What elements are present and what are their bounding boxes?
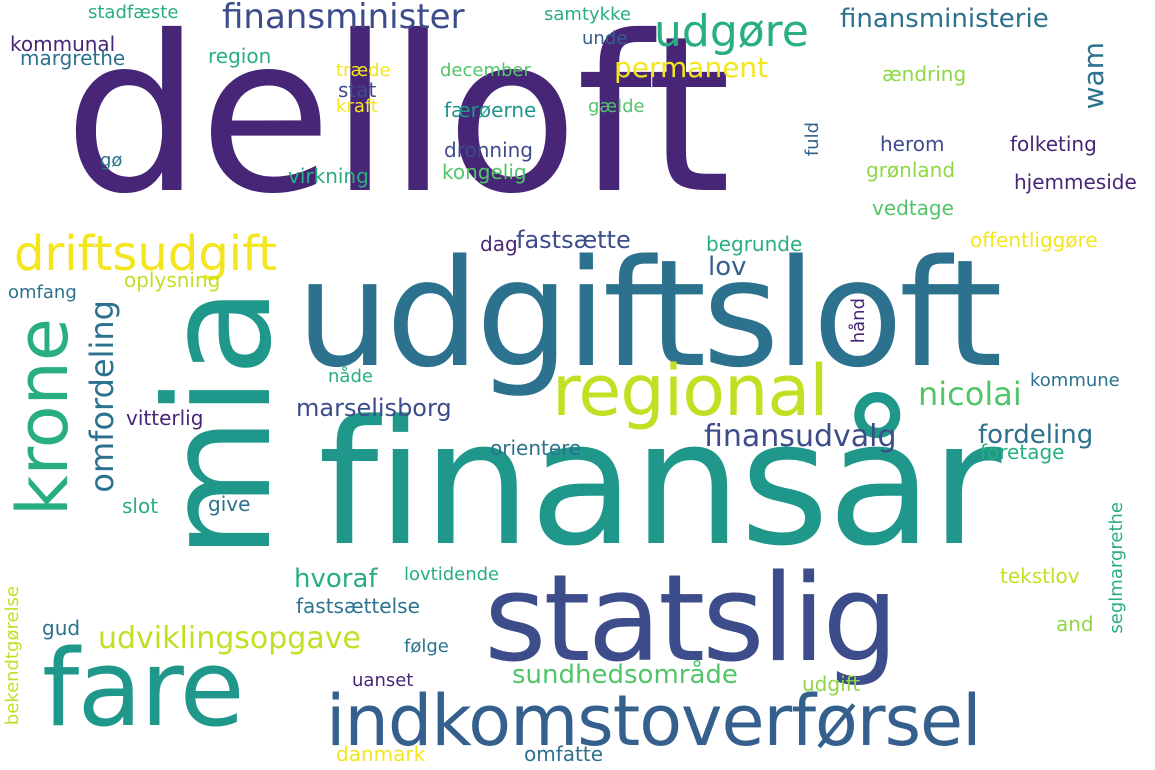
word-gud: gud [42,616,81,640]
word-omfatte: omfatte [524,742,604,766]
word-lov: lov [708,252,747,282]
word-haand: hånd [848,298,869,344]
word-nicolai: nicolai [918,375,1022,413]
word-folketing: folketing [1010,132,1097,156]
word-sundhedsomraade: sundhedsområde [512,660,738,690]
word-aendring: ændring [882,62,967,86]
word-krone: krone [2,318,84,517]
word-lovtidende: lovtidende [404,564,500,585]
word-finansminister: finansminister [222,0,465,37]
word-kommunal: kommunal [10,32,116,56]
word-orientere: orientere [490,436,582,460]
word-begrunde: begrunde [706,232,803,256]
word-unde: unde [582,28,628,49]
word-finansudvalg: finansudvalg [704,419,897,454]
word-regional: regional [552,350,829,432]
word-tekstlov: tekstlov [1000,564,1080,588]
word-slot: slot [122,494,159,518]
word-give: give [208,492,251,516]
word-delloft: delloft [64,0,731,241]
word-vedtage: vedtage [872,196,954,220]
word-region: region [208,44,272,68]
word-stadfaeste: stadfæste [88,2,179,23]
word-fare: fare [42,627,245,750]
word-finansaar: finansår [318,383,1001,584]
word-hjemmeside: hjemmeside [1014,170,1137,194]
word-gaelde: gælde [588,96,645,117]
word-traede: træde [336,60,391,81]
word-and: and [1056,612,1094,636]
word-omfang: omfang [8,282,77,303]
word-udgiftsloft: udgiftsloft [296,228,1003,400]
word-faeroeerne: færøerne [444,98,537,122]
word-permanent: permanent [614,51,769,84]
word-fordeling: fordeling [978,420,1094,450]
word-herom: herom [880,132,945,156]
word-virkning: virkning [288,164,369,188]
word-oplysning: oplysning [124,268,221,292]
word-kommune: kommune [1030,370,1120,391]
word-finansministerie: finansministerie [840,4,1049,34]
word-go: gø [100,150,123,171]
word-seglmargrethe: seglmargrethe [1106,502,1127,634]
word-stat: stat [338,78,377,102]
word-fastsaette: fastsætte [516,226,631,254]
word-udgift: udgift [802,672,861,696]
word-foretage: foretage [980,440,1065,464]
word-samtykke: samtykke [544,4,631,25]
word-marselisborg: marselisborg [296,394,452,422]
word-udgoere: udgøre [654,6,809,57]
word-udviklingsopgave: udviklingsopgave [98,621,361,656]
word-indkomstoverfoersel: indkomstoverførsel [326,680,982,762]
word-uanset: uanset [352,670,414,691]
word-fastsaettelse: fastsættelse [296,594,420,618]
word-naade: nåde [328,366,373,387]
word-statslig: statslig [484,550,899,689]
word-bekendtgoerelse: bekendtgørelse [2,586,23,726]
word-groenland: grønland [866,158,956,182]
word-dronning: dronning [444,138,533,162]
word-foelge: følge [404,636,449,657]
word-margrethe: margrethe [20,46,126,70]
word-omfordeling: omfordeling [83,300,121,493]
word-kraft: kraft [336,96,378,117]
word-offentliggoere: offentliggøre [970,228,1098,252]
word-driftsudgift: driftsudgift [14,226,277,282]
word-vitterlig: vitterlig [126,406,204,430]
word-kongelig: kongelig [442,160,527,184]
word-dag: dag [480,232,518,256]
word-hvoraf: hvoraf [294,564,378,594]
word-danmark: danmark [336,742,426,766]
word-december: december [440,60,531,81]
word-wam: wam [1077,42,1110,110]
word-fuld: fuld [802,122,823,157]
